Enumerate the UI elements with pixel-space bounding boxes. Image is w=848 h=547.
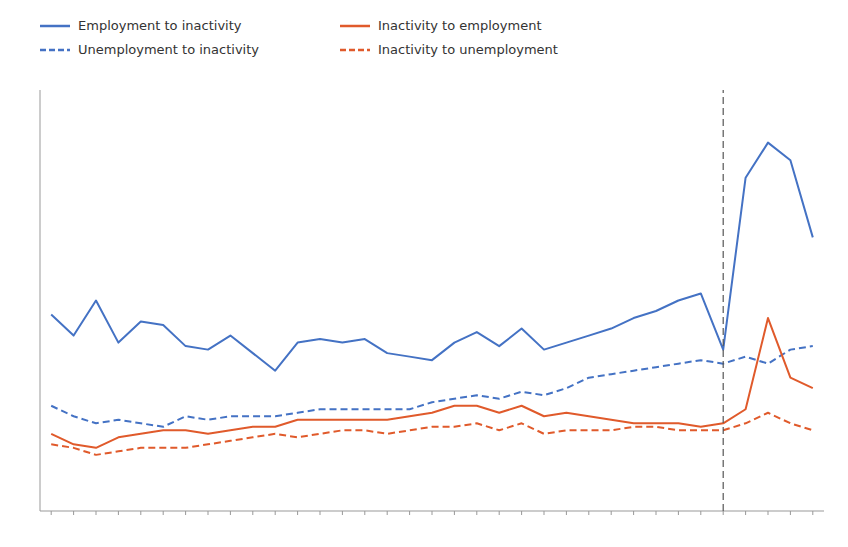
x-tick bbox=[700, 511, 701, 515]
x-tick bbox=[96, 511, 97, 515]
legend-label: Inactivity to employment bbox=[378, 18, 541, 33]
x-tick bbox=[364, 511, 365, 515]
x-tick bbox=[454, 511, 455, 515]
x-tick bbox=[409, 511, 410, 515]
legend-label: Employment to inactivity bbox=[78, 18, 242, 33]
x-tick bbox=[230, 511, 231, 515]
series-line bbox=[51, 318, 813, 448]
x-tick bbox=[252, 511, 253, 515]
x-tick bbox=[588, 511, 589, 515]
x-tick bbox=[73, 511, 74, 515]
x-tick bbox=[163, 511, 164, 515]
x-tick bbox=[768, 511, 769, 515]
legend-swatch bbox=[40, 49, 70, 52]
x-tick bbox=[544, 511, 545, 515]
legend-swatch bbox=[340, 25, 370, 28]
legend: Employment to inactivity Unemployment to … bbox=[40, 18, 558, 57]
legend-label: Inactivity to unemployment bbox=[378, 42, 558, 57]
x-tick bbox=[723, 511, 724, 515]
y-axis-line bbox=[40, 90, 41, 511]
series-line bbox=[51, 413, 813, 455]
x-tick bbox=[521, 511, 522, 515]
plot-area bbox=[51, 90, 813, 511]
x-tick bbox=[745, 511, 746, 515]
x-tick bbox=[656, 511, 657, 515]
x-tick bbox=[51, 511, 52, 515]
x-tick bbox=[320, 511, 321, 515]
series-line bbox=[51, 143, 813, 371]
x-tick bbox=[633, 511, 634, 515]
x-tick bbox=[140, 511, 141, 515]
chart: Employment to inactivity Unemployment to … bbox=[0, 0, 848, 547]
x-tick bbox=[812, 511, 813, 515]
x-tick bbox=[476, 511, 477, 515]
x-tick bbox=[118, 511, 119, 515]
x-tick bbox=[566, 511, 567, 515]
x-tick bbox=[342, 511, 343, 515]
x-tick bbox=[185, 511, 186, 515]
legend-label: Unemployment to inactivity bbox=[78, 42, 259, 57]
x-tick bbox=[208, 511, 209, 515]
x-tick bbox=[297, 511, 298, 515]
x-tick bbox=[432, 511, 433, 515]
x-tick bbox=[611, 511, 612, 515]
x-tick bbox=[790, 511, 791, 515]
series-line bbox=[51, 346, 813, 427]
x-tick bbox=[499, 511, 500, 515]
x-tick bbox=[678, 511, 679, 515]
x-tick bbox=[387, 511, 388, 515]
reference-line bbox=[723, 90, 724, 511]
legend-swatch bbox=[340, 49, 370, 52]
x-tick bbox=[275, 511, 276, 515]
legend-swatch bbox=[40, 25, 70, 28]
